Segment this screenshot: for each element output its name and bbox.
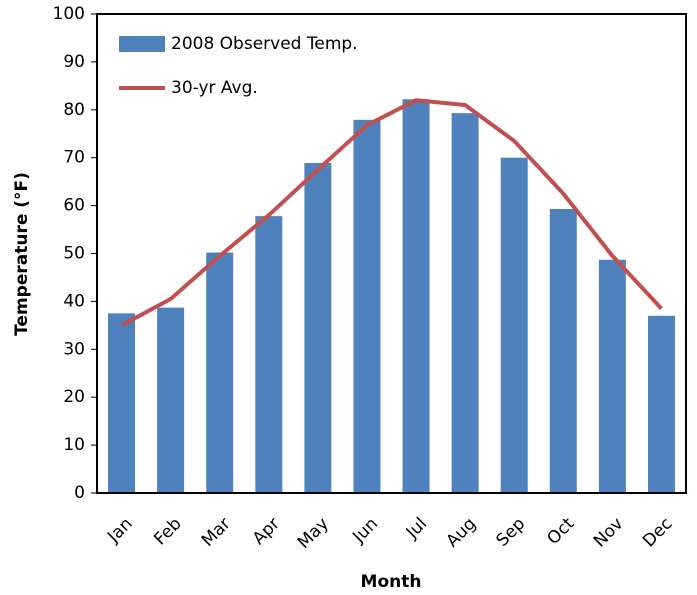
y-tick-label: 20 [63, 387, 85, 407]
bar [598, 259, 626, 493]
y-tick-label: 0 [74, 483, 85, 503]
y-tick-label: 50 [63, 244, 85, 264]
legend-swatch [119, 36, 165, 52]
x-tick-label: Nov [590, 514, 628, 552]
x-tick-label: May [294, 514, 333, 553]
y-tick-label: 30 [63, 339, 85, 359]
legend-label: 30-yr Avg. [171, 78, 258, 98]
bar [255, 216, 283, 493]
x-tick-label: Feb [150, 514, 185, 549]
bar [549, 208, 577, 493]
bar [451, 113, 479, 493]
y-axis-title: Temperature (°F) [12, 172, 32, 336]
y-tick-label: 90 [63, 52, 85, 72]
x-tick-label: Aug [443, 514, 481, 552]
line [120, 98, 663, 328]
bar [647, 315, 675, 493]
bar [304, 162, 332, 493]
x-axis-title: Month [361, 572, 422, 592]
y-tick-label: 40 [63, 291, 85, 311]
x-tick-label: Apr [249, 514, 284, 549]
bar [206, 252, 234, 493]
y-tick-label: 10 [63, 435, 85, 455]
x-tick-label: Sep [492, 514, 529, 551]
bar [500, 157, 528, 493]
y-tick-label: 70 [63, 148, 85, 168]
x-tick-label: Jun [348, 514, 382, 548]
x-tick-label: Dec [639, 514, 676, 551]
x-tick-label: Jan [103, 514, 136, 547]
y-tick-label: 60 [63, 196, 85, 216]
bar [402, 99, 430, 494]
x-tick-label: Mar [198, 514, 235, 551]
x-tick-label: Jul [402, 514, 431, 543]
x-tick-label: Oct [543, 514, 578, 549]
y-tick-label: 80 [63, 100, 85, 120]
y-tick-label: 100 [53, 4, 85, 24]
bar [157, 307, 185, 493]
legend-label: 2008 Observed Temp. [171, 34, 358, 54]
plot-frame [96, 13, 687, 494]
bar [108, 313, 136, 493]
bar [353, 119, 381, 493]
